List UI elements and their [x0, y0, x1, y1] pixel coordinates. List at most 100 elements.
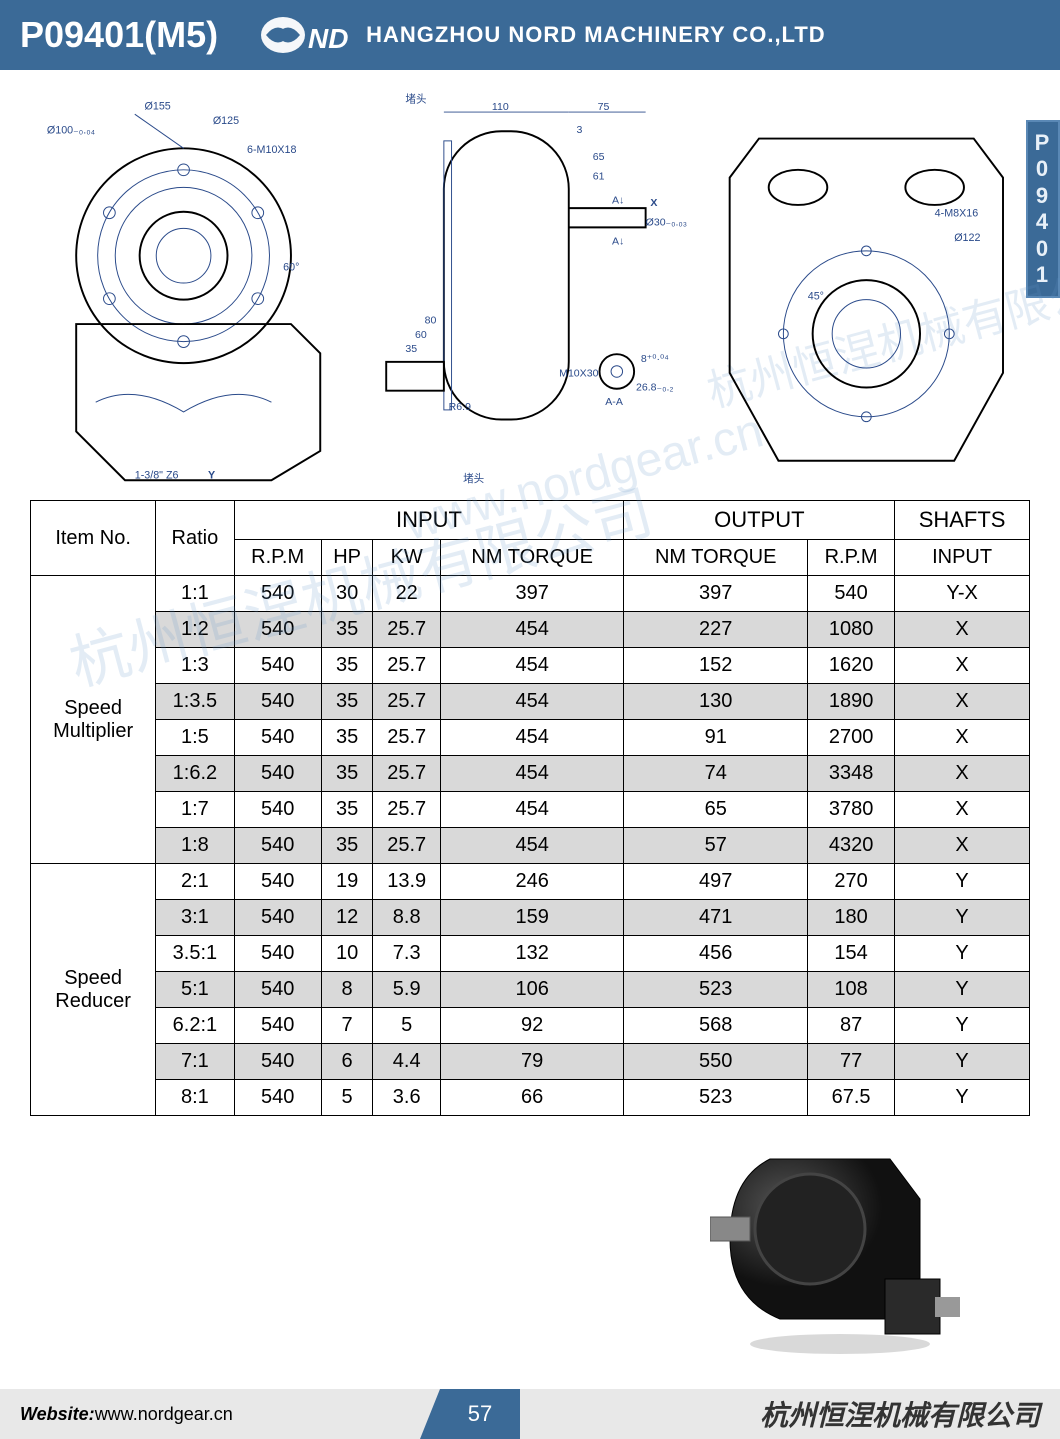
table-row: 1:85403525.7454574320X: [31, 828, 1030, 864]
spec-table-header: Item No. Ratio INPUT OUTPUT SHAFTS R.P.M…: [31, 501, 1030, 576]
cell-kw: 25.7: [373, 612, 440, 648]
svg-text:65: 65: [592, 151, 604, 163]
th-nm-out: NM TORQUE: [624, 540, 808, 576]
cell-hp: 6: [321, 1044, 373, 1080]
table-row: 6.2:1540759256887Y: [31, 1008, 1030, 1044]
cell-nm_in: 79: [440, 1044, 624, 1080]
spec-table-body: SpeedMultiplier1:15403022397397540Y-X1:2…: [31, 576, 1030, 1116]
cell-ratio: 1:3: [156, 648, 234, 684]
cell-nm_in: 454: [440, 720, 624, 756]
svg-text:堵头: 堵头: [405, 92, 426, 105]
cell-shaft: Y: [895, 972, 1030, 1008]
cell-nm_out: 523: [624, 1080, 808, 1116]
cell-rpm_in: 540: [234, 612, 321, 648]
cell-nm_in: 106: [440, 972, 624, 1008]
cell-shaft: X: [895, 648, 1030, 684]
cell-kw: 25.7: [373, 756, 440, 792]
cell-ratio: 1:5: [156, 720, 234, 756]
th-output: OUTPUT: [624, 501, 895, 540]
cell-rpm_in: 540: [234, 1008, 321, 1044]
company-name: HANGZHOU NORD MACHINERY CO.,LTD: [366, 22, 826, 48]
cell-rpm_out: 1620: [808, 648, 895, 684]
table-row: 3:1540128.8159471180Y: [31, 900, 1030, 936]
svg-text:60: 60: [415, 329, 427, 341]
cell-kw: 8.8: [373, 900, 440, 936]
cell-hp: 7: [321, 1008, 373, 1044]
svg-text:A↓: A↓: [612, 194, 624, 206]
drawing-front-view: Ø155 Ø100₋₀.₀₄ Ø125 6-M10X18 60° 1-3/8" …: [30, 80, 357, 490]
cell-hp: 5: [321, 1080, 373, 1116]
cell-rpm_in: 540: [234, 972, 321, 1008]
table-row: SpeedReducer2:15401913.9246497270Y: [31, 864, 1030, 900]
cell-shaft: Y: [895, 900, 1030, 936]
cell-kw: 25.7: [373, 684, 440, 720]
cell-kw: 5.9: [373, 972, 440, 1008]
th-item-no: Item No.: [31, 501, 156, 576]
svg-text:Ø125: Ø125: [213, 115, 239, 127]
cell-shaft: X: [895, 756, 1030, 792]
cell-rpm_out: 180: [808, 900, 895, 936]
svg-text:M10X30: M10X30: [559, 367, 598, 379]
svg-text:75: 75: [597, 101, 609, 113]
cell-hp: 35: [321, 828, 373, 864]
svg-text:45°: 45°: [808, 291, 824, 303]
svg-text:1-3/8" Z6: 1-3/8" Z6: [135, 469, 179, 481]
cell-nm_in: 92: [440, 1008, 624, 1044]
footer-website: Website: www.nordgear.cn: [0, 1389, 440, 1439]
cell-nm_out: 74: [624, 756, 808, 792]
cell-rpm_in: 540: [234, 792, 321, 828]
cell-kw: 22: [373, 576, 440, 612]
drawing-rear-view: 4-M8X16 Ø122 45°: [703, 80, 1030, 490]
th-ratio: Ratio: [156, 501, 234, 576]
cell-kw: 3.6: [373, 1080, 440, 1116]
cell-rpm_in: 540: [234, 684, 321, 720]
svg-text:26.8₋₀.₂: 26.8₋₀.₂: [636, 382, 674, 394]
cell-ratio: 1:3.5: [156, 684, 234, 720]
cell-shaft: Y-X: [895, 576, 1030, 612]
cell-nm_out: 130: [624, 684, 808, 720]
page-footer: Website: www.nordgear.cn 57 杭州恒涅机械有限公司: [0, 1389, 1060, 1439]
cell-nm_in: 66: [440, 1080, 624, 1116]
footer-company-cn: 杭州恒涅机械有限公司: [520, 1389, 1060, 1439]
nd-logo-icon: ND: [258, 10, 358, 60]
table-row: 1:6.25403525.7454743348X: [31, 756, 1030, 792]
cell-shaft: X: [895, 792, 1030, 828]
product-code: P09401(M5): [20, 14, 218, 56]
cell-rpm_out: 67.5: [808, 1080, 895, 1116]
cell-hp: 35: [321, 684, 373, 720]
svg-text:3: 3: [576, 124, 582, 136]
cell-rpm_out: 87: [808, 1008, 895, 1044]
cell-rpm_in: 540: [234, 1044, 321, 1080]
cell-rpm_in: 540: [234, 1080, 321, 1116]
cell-hp: 35: [321, 720, 373, 756]
cell-shaft: X: [895, 612, 1030, 648]
cell-rpm_in: 540: [234, 720, 321, 756]
svg-text:X: X: [650, 197, 657, 209]
cell-rpm_out: 2700: [808, 720, 895, 756]
cell-shaft: Y: [895, 1008, 1030, 1044]
cell-shaft: X: [895, 684, 1030, 720]
svg-text:Ø30₋₀.₀₃: Ø30₋₀.₀₃: [645, 216, 686, 228]
cell-rpm_out: 3780: [808, 792, 895, 828]
svg-text:堵头: 堵头: [463, 472, 484, 485]
table-row: SpeedMultiplier1:15403022397397540Y-X: [31, 576, 1030, 612]
th-rpm-in: R.P.M: [234, 540, 321, 576]
cell-nm_in: 397: [440, 576, 624, 612]
th-kw: KW: [373, 540, 440, 576]
table-row: 7:154064.47955077Y: [31, 1044, 1030, 1080]
cell-nm_out: 550: [624, 1044, 808, 1080]
cell-nm_in: 454: [440, 612, 624, 648]
cell-nm_in: 246: [440, 864, 624, 900]
cell-rpm_out: 3348: [808, 756, 895, 792]
cell-ratio: 3.5:1: [156, 936, 234, 972]
cell-hp: 30: [321, 576, 373, 612]
svg-text:A-A: A-A: [605, 396, 624, 408]
cell-ratio: 1:2: [156, 612, 234, 648]
th-shafts: SHAFTS: [895, 501, 1030, 540]
cell-nm_in: 454: [440, 792, 624, 828]
cell-nm_out: 65: [624, 792, 808, 828]
cell-nm_out: 568: [624, 1008, 808, 1044]
cell-shaft: Y: [895, 864, 1030, 900]
cell-kw: 25.7: [373, 720, 440, 756]
cell-nm_out: 91: [624, 720, 808, 756]
